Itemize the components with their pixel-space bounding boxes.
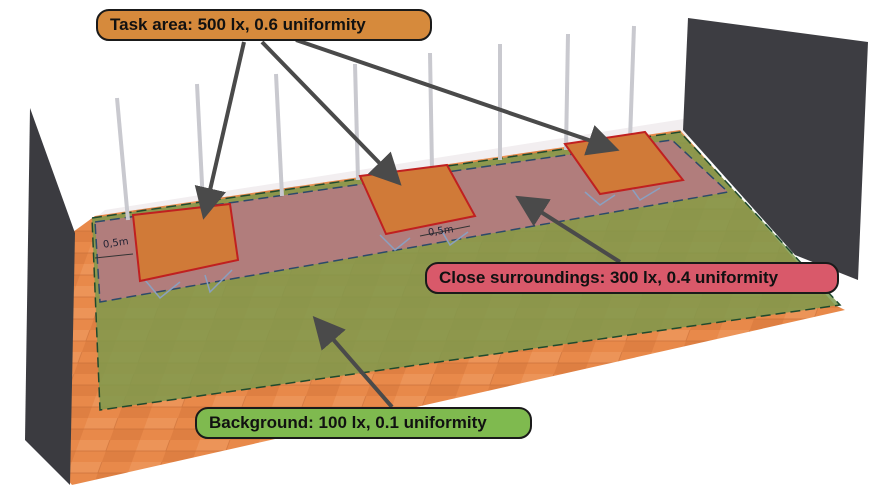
arrow-task-left [194, 41, 246, 220]
arrow-task-middle [260, 40, 402, 186]
background-callout: Background: 100 lx, 0.1 uniformity [195, 407, 532, 439]
desk-legs [144, 185, 661, 300]
arrow-close [515, 195, 622, 264]
arrow-task-right [295, 38, 620, 156]
arrow-background [312, 315, 394, 409]
right-wall [683, 18, 868, 280]
task-area-callout: Task area: 500 lx, 0.6 uniformity [96, 9, 432, 41]
left-wall [25, 108, 75, 485]
close-surroundings-callout: Close surroundings: 300 lx, 0.4 uniformi… [425, 262, 839, 294]
callout-arrows [194, 38, 622, 409]
dimension-marks [94, 225, 471, 259]
light-poles [115, 25, 636, 221]
